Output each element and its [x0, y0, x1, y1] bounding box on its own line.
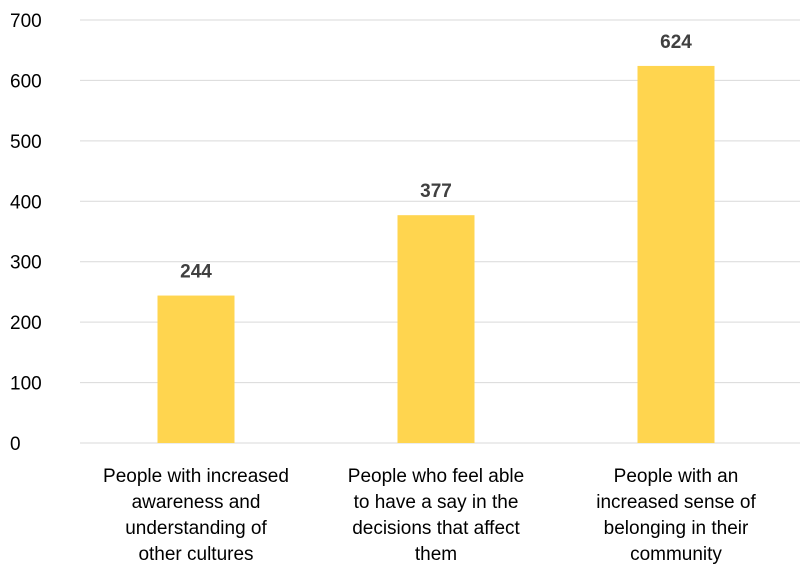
- y-tick-label: 100: [10, 374, 42, 395]
- y-tick-label: 300: [10, 253, 42, 274]
- bar: [637, 65, 715, 443]
- x-category-label-line: decisions that affect: [352, 518, 520, 539]
- x-category-label-line: them: [415, 544, 457, 565]
- x-category-label-line: other cultures: [138, 544, 253, 565]
- y-tick-label: 700: [10, 11, 42, 32]
- y-tick-label: 500: [10, 132, 42, 153]
- x-category-label-line: to have a say in the: [354, 492, 519, 513]
- x-category-label-line: belonging in their: [604, 518, 749, 539]
- data-label: 244: [180, 262, 212, 283]
- y-tick-label: 0: [10, 434, 21, 455]
- y-tick-label: 600: [10, 71, 42, 92]
- x-category-label: People with increased awareness and unders…: [103, 466, 289, 565]
- y-tick-label: 400: [10, 192, 42, 213]
- data-label: 624: [660, 32, 692, 53]
- x-axis-category-labels: People with increased awareness and unders…: [103, 466, 756, 565]
- x-category-label: People with an increased sense of belongin…: [596, 466, 756, 565]
- x-category-label-line: awareness and: [132, 492, 261, 513]
- data-labels: 244 377 624: [180, 32, 692, 283]
- x-category-label-line: People with increased: [103, 466, 289, 487]
- x-category-label-line: People who feel able: [348, 466, 524, 487]
- x-category-label: People who feel able to have a say in the…: [348, 466, 524, 565]
- x-category-label-line: People with an: [614, 466, 739, 487]
- bars: [157, 65, 715, 443]
- bar: [397, 215, 475, 443]
- x-category-label-line: understanding of: [125, 518, 267, 539]
- y-tick-label: 200: [10, 313, 42, 334]
- bar: [157, 295, 235, 443]
- x-category-label-line: community: [630, 544, 722, 565]
- x-category-label-line: increased sense of: [596, 492, 756, 513]
- data-label: 377: [420, 181, 452, 202]
- y-axis-ticks: 0 100 200 300 400 500 600 700: [10, 11, 42, 455]
